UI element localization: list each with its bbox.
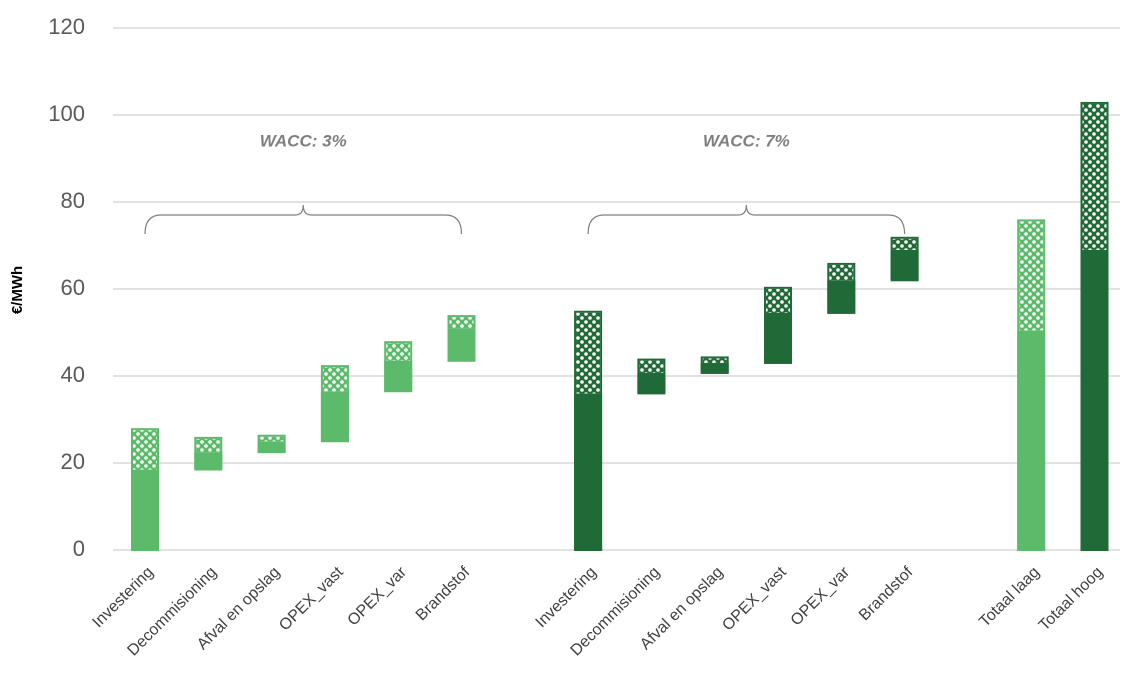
bar-high [1082, 103, 1107, 250]
bar-low [257, 441, 286, 453]
y-tick-label: 100 [48, 101, 85, 126]
y-tick-label: 120 [48, 14, 85, 39]
bar-low [194, 452, 223, 470]
group-label: WACC: 3% [260, 131, 347, 150]
bar-low [764, 312, 792, 363]
bar-high [1019, 221, 1044, 331]
y-tick-label: 40 [61, 362, 85, 387]
bar-low [131, 469, 159, 550]
bar-high [829, 264, 854, 281]
bar-low [447, 328, 476, 361]
bar-high [133, 430, 157, 470]
bar-outline [1080, 101, 1109, 551]
x-tick-label: Totaal laag [976, 564, 1043, 631]
bar-outline [827, 262, 856, 314]
bar-high [702, 358, 727, 363]
bar-outline [384, 341, 413, 393]
bar-outline [890, 236, 919, 282]
bar-high [639, 360, 664, 373]
bar-low [637, 372, 666, 394]
bar-high [576, 312, 601, 394]
bar-outline [194, 436, 223, 471]
x-tick-label: OPEX_vast [719, 563, 790, 634]
y-tick-label: 80 [61, 188, 85, 213]
bar-outline [257, 434, 286, 454]
x-tick-label: OPEX_var [345, 563, 411, 629]
bar-outline [447, 315, 476, 362]
bar-high [766, 288, 790, 313]
bar-outline [574, 310, 603, 551]
bar-low [384, 360, 413, 392]
x-tick-label: Investering [89, 564, 156, 631]
group-brace [144, 204, 463, 235]
bar-outline [131, 428, 159, 552]
y-tick-label: 20 [61, 449, 85, 474]
x-tick-label: Brandstof [856, 563, 917, 624]
bar-high [322, 367, 347, 392]
bar-outline [764, 286, 792, 364]
bar-low [1017, 330, 1046, 550]
bar-high [386, 343, 411, 361]
bar-high [892, 238, 917, 250]
y-tick-label: 0 [73, 536, 85, 561]
x-tick-label: Investering [533, 564, 600, 631]
bar-low [890, 249, 919, 281]
bar-low [827, 280, 856, 313]
bar-high [449, 317, 474, 329]
bar-low [320, 391, 349, 442]
y-axis-label: €/MWh [9, 266, 26, 314]
bar-outline [700, 356, 729, 374]
x-tick-label: Totaal hoog [1036, 564, 1107, 635]
bar-high [259, 436, 284, 442]
bar-high [196, 438, 221, 453]
bar-outline [1017, 219, 1046, 551]
bar-outline [637, 358, 666, 395]
x-tick-label: OPEX_var [788, 563, 854, 629]
bar-low [574, 393, 603, 550]
group-brace [587, 204, 906, 235]
bar-low [1080, 249, 1109, 550]
bar-outline [320, 365, 349, 443]
x-tick-label: OPEX_vast [276, 563, 347, 634]
group-label: WACC: 7% [703, 131, 790, 150]
bar-low [700, 362, 729, 373]
y-tick-label: 60 [61, 275, 85, 300]
x-tick-label: Brandstof [413, 563, 474, 624]
